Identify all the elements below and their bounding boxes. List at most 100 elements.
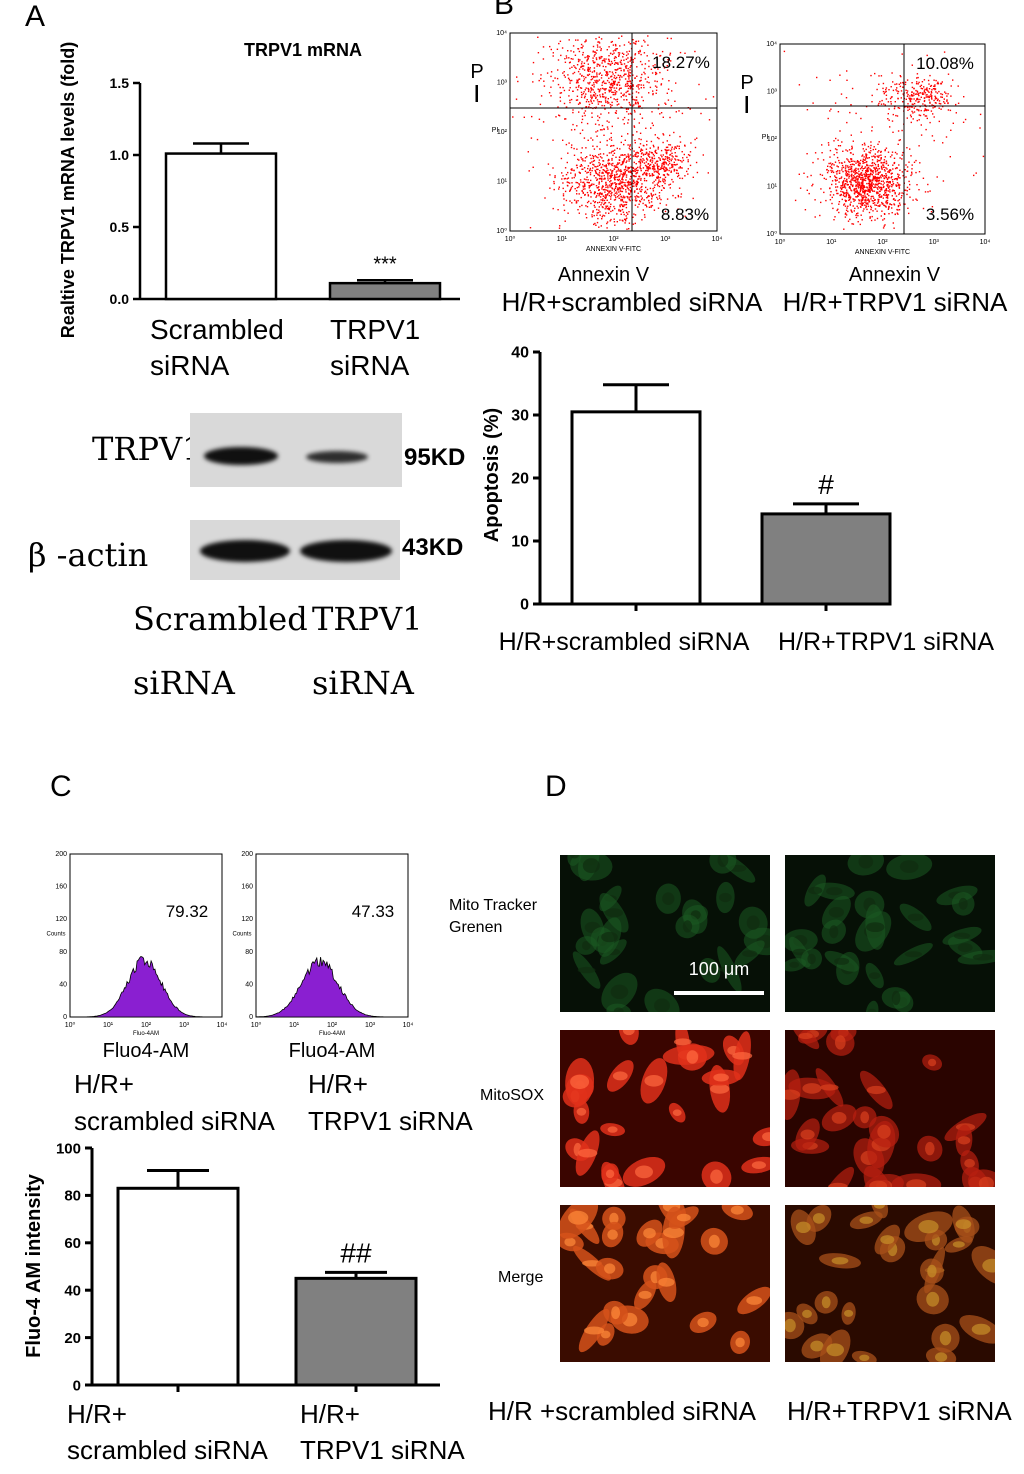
dot — [845, 191, 848, 194]
dot — [606, 144, 608, 146]
dot — [581, 121, 583, 124]
dot — [645, 180, 648, 182]
dot — [858, 202, 860, 205]
dot — [814, 216, 816, 218]
y-tick-label: 10³ — [767, 89, 778, 96]
dot — [917, 101, 919, 103]
dot — [623, 70, 625, 72]
dot — [527, 151, 529, 153]
dot — [604, 89, 606, 91]
dot — [628, 80, 630, 83]
dot — [806, 153, 808, 155]
dot — [843, 184, 846, 187]
dot — [925, 88, 928, 90]
dot — [544, 197, 546, 199]
dot — [884, 224, 886, 226]
dot — [592, 45, 595, 48]
dot — [608, 212, 610, 214]
dot — [871, 101, 873, 103]
dot — [582, 65, 585, 67]
histogram-area — [255, 956, 408, 1018]
dot — [854, 170, 856, 173]
dot — [584, 110, 587, 112]
dot — [557, 59, 560, 61]
dot — [669, 158, 671, 160]
dot — [869, 184, 871, 186]
blot-lane-label: TRPV1 — [312, 600, 423, 638]
dot — [682, 159, 685, 162]
dot — [929, 190, 931, 192]
cell-nucleus — [607, 1229, 618, 1240]
dot — [915, 89, 917, 92]
dot — [653, 171, 656, 173]
dot — [845, 214, 848, 216]
dot — [582, 181, 584, 184]
dot — [933, 99, 935, 102]
dot — [598, 161, 600, 164]
dot — [662, 161, 665, 163]
dot — [636, 66, 638, 68]
dot — [662, 174, 665, 176]
dot — [926, 94, 928, 96]
dot — [590, 89, 592, 91]
dot — [845, 200, 848, 202]
dot — [632, 74, 634, 76]
dot — [842, 180, 845, 183]
dot — [613, 188, 616, 191]
dot — [640, 153, 643, 155]
dot — [587, 58, 589, 60]
dot — [624, 196, 626, 198]
dot — [587, 63, 589, 65]
dot — [601, 87, 604, 90]
dot — [938, 100, 941, 102]
dot — [590, 96, 592, 98]
dot — [615, 91, 618, 93]
dot — [936, 99, 939, 102]
dot — [892, 181, 894, 183]
dot — [860, 174, 862, 176]
dot — [636, 170, 639, 172]
dot — [869, 191, 871, 193]
dot — [627, 113, 630, 115]
dot — [644, 153, 647, 155]
dot — [880, 154, 882, 156]
dot — [623, 204, 625, 206]
dot — [602, 169, 604, 171]
dot — [648, 199, 650, 202]
dot — [908, 188, 911, 190]
dot — [605, 165, 608, 167]
dot — [596, 195, 598, 197]
dot — [626, 201, 628, 203]
dot — [576, 89, 579, 91]
dot — [663, 178, 666, 181]
dot — [539, 103, 542, 106]
dot — [639, 113, 641, 115]
dot — [883, 103, 885, 105]
dot — [614, 224, 616, 226]
dot — [862, 160, 864, 162]
dot — [635, 163, 637, 165]
dot — [884, 149, 886, 151]
dot — [847, 210, 849, 213]
dot — [945, 136, 948, 138]
dot — [921, 88, 924, 90]
dot — [840, 176, 843, 178]
dot — [596, 145, 598, 148]
dot — [648, 153, 650, 155]
dot — [604, 170, 606, 173]
dot — [897, 205, 900, 208]
dot — [930, 92, 933, 94]
dot — [614, 149, 616, 151]
dot — [927, 66, 929, 68]
dot — [639, 167, 641, 169]
dot — [894, 101, 896, 103]
dot — [568, 78, 571, 81]
dot — [841, 184, 844, 187]
dot — [625, 161, 627, 164]
dot — [867, 203, 869, 205]
dot — [611, 182, 614, 185]
dot — [878, 102, 880, 105]
dot — [906, 117, 908, 119]
dot — [581, 190, 583, 192]
dot — [581, 94, 583, 96]
